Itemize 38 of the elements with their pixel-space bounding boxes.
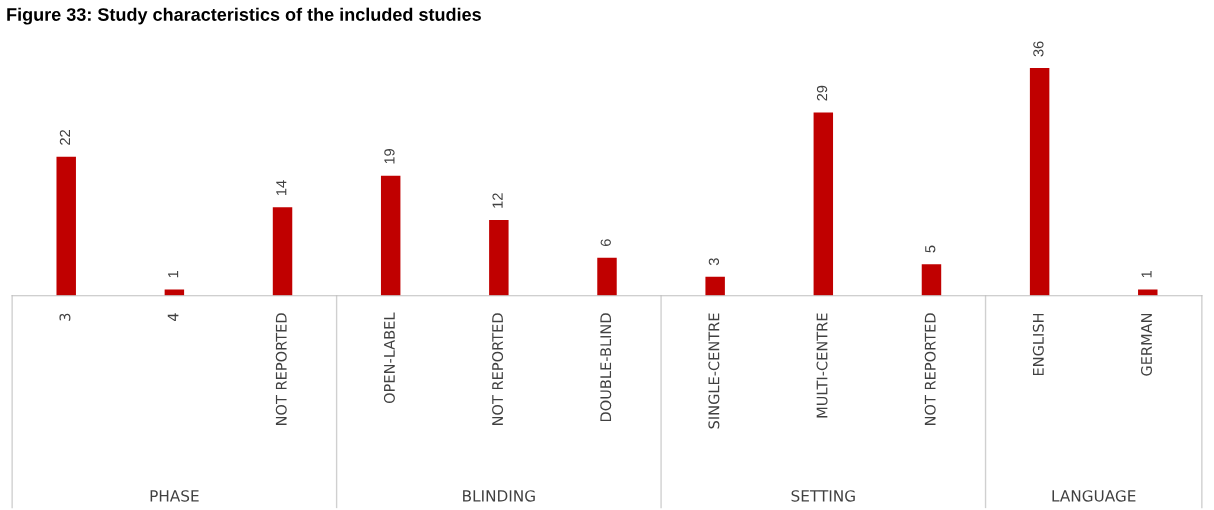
bar <box>813 112 834 296</box>
x-tick-label: ENGLISH <box>1032 313 1044 376</box>
x-tick-label: GERMAN <box>1140 313 1153 376</box>
bar <box>380 175 401 296</box>
x-tick-label: NOT REPORTED <box>492 313 504 426</box>
x-tick-label: SINGLE-CENTRE <box>708 313 720 429</box>
bar <box>1138 289 1158 296</box>
bar <box>272 207 293 296</box>
text: PHASE <box>150 490 199 502</box>
data-label: 36 <box>1033 41 1044 57</box>
x-tick-label: OPEN-LABEL <box>383 312 395 404</box>
text: SETTING <box>791 490 855 502</box>
data-label: 22 <box>59 130 70 145</box>
text: LANGUAGE <box>1052 490 1136 502</box>
data-label: 1 <box>1141 270 1152 278</box>
data-label: 29 <box>816 85 828 101</box>
bar <box>705 276 725 296</box>
bar <box>1029 68 1050 296</box>
data-label: 14 <box>276 180 287 196</box>
chart-title: Figure 33: Study characteristics of the included studies <box>7 7 481 25</box>
bar <box>489 219 509 296</box>
data-label: 3 <box>708 258 720 266</box>
x-tick-label: MULTI-CENTRE <box>816 313 828 418</box>
x-tick-label: NOT REPORTED <box>275 313 287 426</box>
data-label: 19 <box>384 149 395 164</box>
text: BLINDING <box>463 490 535 502</box>
x-tick-label: 4 <box>167 313 179 322</box>
bar <box>921 264 942 296</box>
x-tick-label: NOT REPORTED <box>924 313 936 426</box>
data-label: 6 <box>600 239 611 246</box>
bar <box>56 156 76 296</box>
data-label: 12 <box>492 193 503 208</box>
data-label: 1 <box>168 270 179 278</box>
x-tick-label: DOUBLE-BLIND <box>600 313 612 422</box>
data-label: 5 <box>925 245 936 253</box>
bar <box>164 289 185 296</box>
bar <box>597 257 617 296</box>
x-tick-label: 3 <box>59 313 71 321</box>
